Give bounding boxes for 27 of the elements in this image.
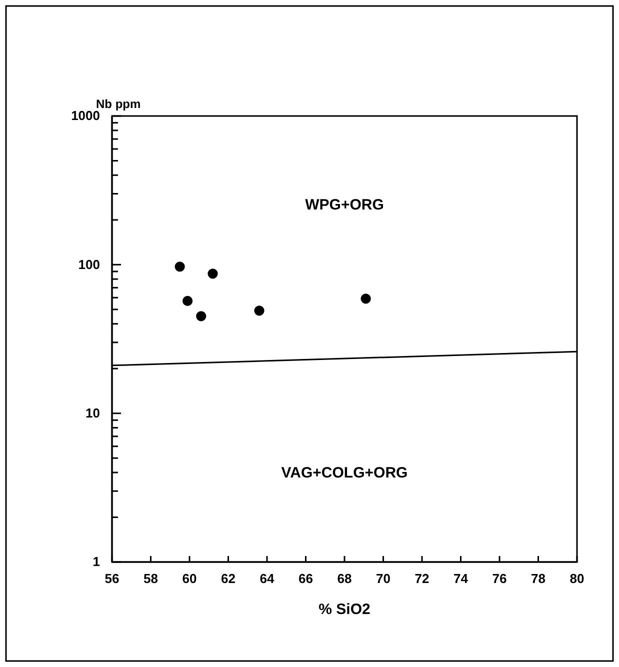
- x-tick-label: 62: [221, 571, 236, 586]
- annotation: VAG+COLG+ORG: [281, 464, 408, 482]
- point: [208, 268, 218, 279]
- y-tick-label: 10: [86, 405, 100, 420]
- y-tick-label: 1: [92, 554, 100, 570]
- x-tick-label: 56: [104, 571, 120, 586]
- x-tick-label: 68: [337, 571, 352, 586]
- annotation: WPG+ORG: [305, 196, 384, 214]
- y-tick-label: 100: [78, 256, 100, 272]
- x-tick-label: 64: [260, 571, 275, 586]
- x-tick-label: 58: [144, 571, 158, 586]
- point: [360, 294, 371, 304]
- y-axis-title: Nb ppm: [96, 97, 141, 111]
- point: [174, 262, 185, 272]
- x-tick-label: 70: [376, 571, 390, 586]
- x-tick-label: 60: [182, 571, 197, 586]
- x-tick-label: 78: [531, 571, 546, 586]
- point: [254, 306, 264, 316]
- y-tick-label: 1000: [71, 108, 100, 124]
- x-tick-label: 76: [492, 571, 507, 586]
- x-axis-title: % SiO2: [318, 601, 370, 618]
- x-tick-label: 74: [454, 571, 469, 586]
- x-tick-label: 72: [414, 571, 430, 586]
- point: [196, 311, 206, 322]
- point: [182, 296, 193, 306]
- x-tick-label: 66: [298, 571, 313, 586]
- x-tick-label: 80: [570, 571, 584, 586]
